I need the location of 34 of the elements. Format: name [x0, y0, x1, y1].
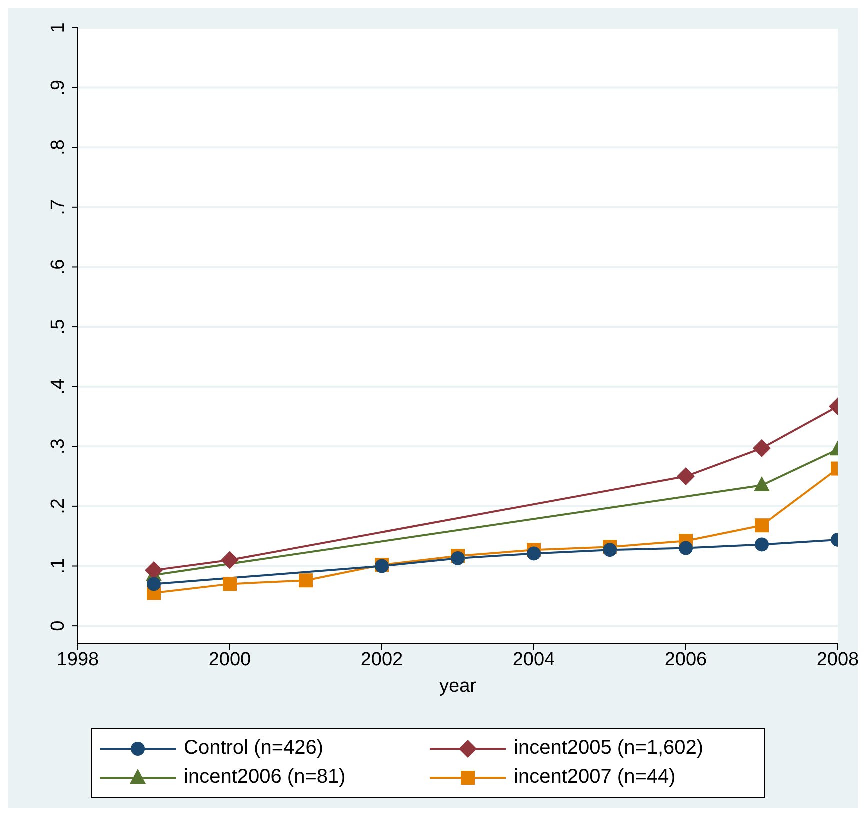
legend-label: incent2005 (n=1,602): [514, 737, 704, 760]
y-tick-label: .4: [48, 378, 69, 395]
x-tick-label: 2006: [664, 649, 708, 670]
point: [603, 543, 617, 558]
y-tick-label: 1: [48, 22, 69, 34]
y-tick-label: .7: [48, 199, 69, 216]
x-tick-label: 2000: [208, 649, 252, 670]
x-axis-title: year: [440, 676, 478, 697]
point: [753, 439, 771, 458]
legend-label: incent2007 (n=44): [514, 766, 676, 789]
y-tick-label: .1: [48, 558, 69, 574]
y-tick-label: .8: [48, 140, 69, 156]
legend-label: Control (n=426): [184, 737, 324, 760]
legend-label: incent2006 (n=81): [184, 766, 346, 789]
y-tick-label: .5: [48, 319, 69, 335]
y-tick-label: .9: [48, 80, 69, 96]
y-tick-label: .6: [48, 259, 69, 276]
x-tick-label: 1998: [56, 649, 100, 670]
point: [147, 577, 161, 592]
point: [299, 574, 313, 588]
point: [677, 468, 695, 486]
point: [679, 541, 693, 556]
x-tick-label: 2002: [360, 649, 404, 670]
x-tick-label: 2008: [816, 649, 860, 670]
y-tick-label: 0: [48, 620, 69, 632]
point: [755, 518, 769, 533]
y-tick-label: .3: [48, 438, 69, 455]
point: [755, 538, 769, 552]
point: [221, 551, 239, 570]
x-tick-label: 2004: [512, 649, 556, 670]
point: [527, 546, 541, 561]
point: [223, 577, 237, 592]
y-tick-label: .2: [48, 498, 69, 514]
point: [145, 561, 163, 580]
